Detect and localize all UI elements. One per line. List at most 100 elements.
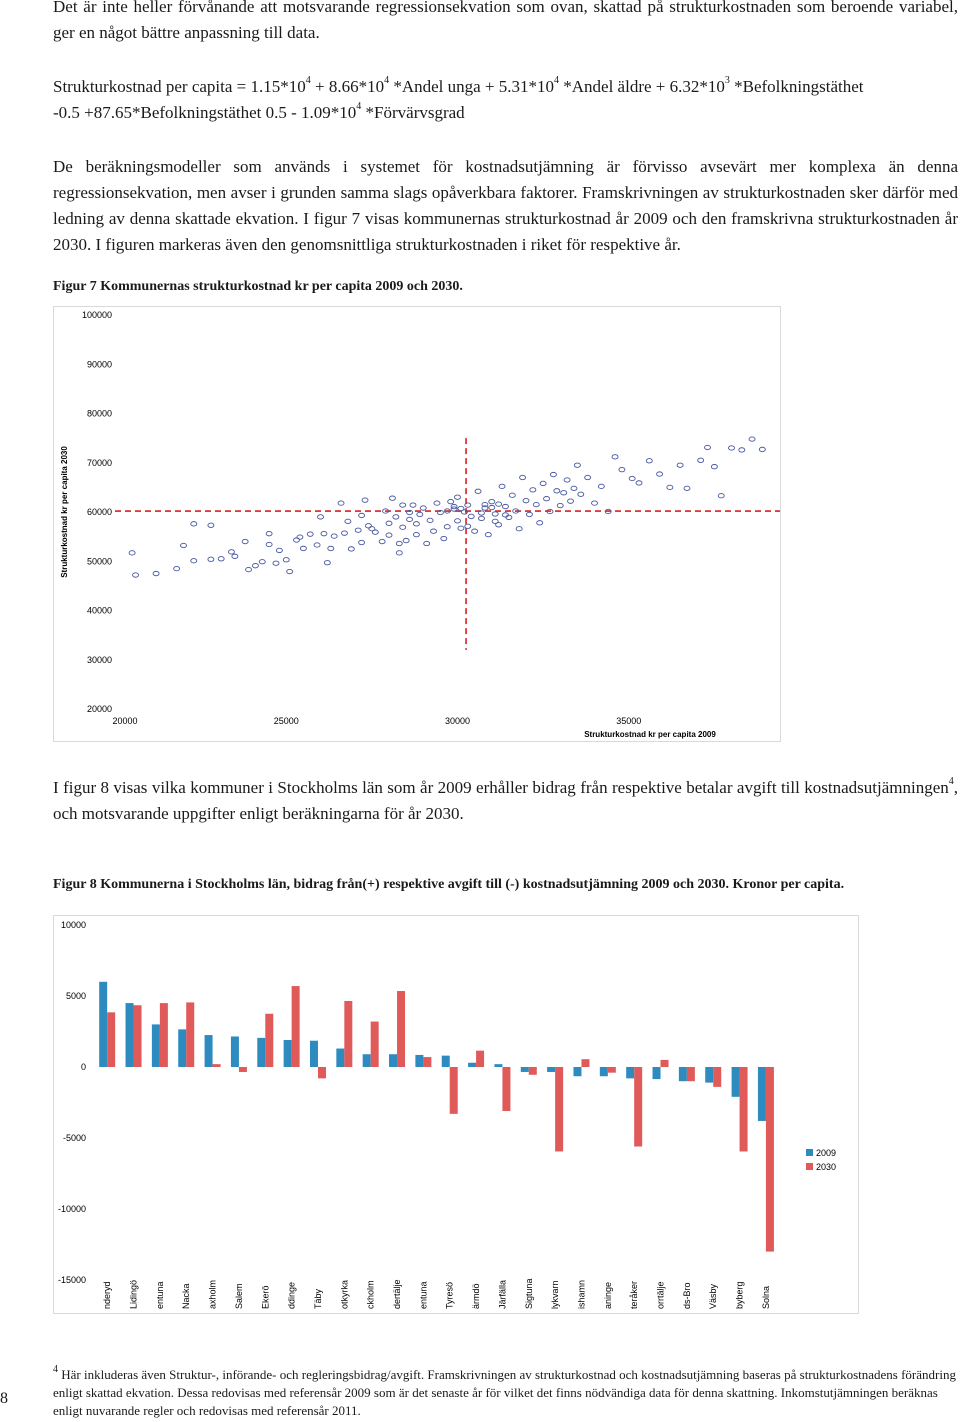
scatter-point — [395, 540, 403, 547]
scatter-point — [365, 523, 372, 529]
scatter-point — [306, 531, 314, 537]
scatter-point — [354, 527, 362, 533]
scatter-point — [553, 488, 561, 494]
category-label: lykvarn — [550, 1280, 560, 1309]
scatter-point — [313, 542, 321, 548]
scatter-point — [457, 525, 465, 531]
category-label: Lidingö — [129, 1280, 139, 1309]
y-tick-label: 100000 — [82, 310, 112, 320]
bar-2030 — [107, 1012, 116, 1067]
bar-2009 — [204, 1035, 213, 1067]
scatter-point — [512, 508, 520, 514]
category-label: ckholm — [366, 1280, 376, 1309]
bar-2009 — [178, 1029, 187, 1067]
category-label: ärmdö — [471, 1283, 481, 1309]
category-label: byberg — [735, 1281, 745, 1309]
scatter-point — [368, 526, 376, 532]
bar-2030 — [555, 1067, 564, 1152]
bar-2030 — [344, 1000, 353, 1067]
scatter-point — [683, 485, 691, 492]
scatter-point — [412, 532, 420, 538]
scatter-point — [549, 471, 557, 478]
scatter-point — [604, 508, 612, 515]
figure-8-chart: 10000 5000 0 -5000 -10000 -15000 nderyd Lidingö… — [53, 915, 859, 1314]
bar-2030 — [212, 1064, 221, 1067]
scatter-point — [491, 511, 499, 517]
scatter-point — [344, 518, 352, 525]
y-tick-label: 50000 — [87, 556, 112, 566]
scatter-point — [563, 477, 571, 483]
scatter-point — [543, 496, 550, 502]
scatter-point — [474, 488, 482, 494]
scatter-point — [546, 508, 554, 515]
scatter-point — [532, 501, 540, 508]
bar-2009 — [626, 1067, 635, 1079]
scatter-point — [406, 516, 413, 523]
scatter-point — [656, 471, 664, 477]
bar-2009 — [652, 1067, 661, 1080]
scatter-point — [447, 499, 455, 505]
x-axis-title: Strukturkostnad kr per capita 2009 — [584, 730, 716, 739]
scatter-point — [498, 483, 506, 490]
y-tick-label: -15000 — [58, 1275, 86, 1285]
scatter-point — [258, 559, 266, 565]
scatter-point — [371, 529, 379, 535]
category-label: Solna — [761, 1286, 771, 1309]
scatter-point — [341, 530, 348, 536]
y-tick-label: -10000 — [58, 1204, 86, 1214]
category-label: ddinge — [287, 1282, 297, 1309]
scatter-point — [217, 556, 225, 562]
bar-2009 — [599, 1067, 608, 1077]
bar-2030 — [186, 1002, 195, 1067]
scatter-point — [385, 520, 393, 526]
category-label: Järfälla — [497, 1280, 507, 1309]
legend-label: 2030 — [816, 1162, 836, 1172]
bar-2030 — [607, 1067, 616, 1073]
bar-2009 — [336, 1048, 345, 1067]
scatter-point — [539, 480, 547, 487]
scatter-point — [491, 518, 499, 525]
scatter-point — [173, 565, 181, 572]
scatter-point — [488, 504, 496, 511]
y-tick-label: 10000 — [61, 920, 86, 930]
scatter-point — [710, 464, 718, 470]
scatter-point — [282, 557, 290, 563]
bar-2009 — [441, 1055, 450, 1067]
scatter-point — [275, 547, 283, 554]
figure-7-chart: 100000 90000 80000 70000 60000 50000 40000 3000… — [53, 306, 781, 742]
scatter-point — [618, 466, 626, 473]
paragraph-models: De beräkningsmodeller som används i syst… — [53, 157, 958, 254]
scatter-point — [450, 503, 458, 510]
scatter-point — [265, 531, 273, 537]
bar-2030 — [370, 1021, 379, 1067]
scatter-point — [388, 495, 396, 501]
y-tick-label: 40000 — [87, 606, 112, 616]
scatter-point — [481, 505, 489, 511]
bar-2030 — [265, 1013, 274, 1067]
bar-2009 — [257, 1037, 266, 1067]
scatter-point — [399, 524, 407, 530]
scatter-point — [519, 474, 527, 481]
scatter-point — [190, 558, 198, 564]
category-label: Nacka — [181, 1283, 191, 1309]
scatter-point — [467, 513, 475, 520]
scatter-point — [556, 502, 564, 509]
scatter-point — [717, 493, 725, 499]
category-label: aninge — [603, 1282, 613, 1309]
bar-2030 — [238, 1067, 247, 1072]
bar-2009 — [468, 1062, 477, 1067]
scatter-point — [529, 487, 537, 493]
x-tick-label: 30000 — [445, 716, 470, 726]
bar-2009 — [99, 981, 108, 1067]
scatter-point — [495, 522, 503, 528]
scatter-point — [495, 501, 503, 507]
category-label: Väsby — [708, 1283, 718, 1309]
scatter-point — [299, 545, 307, 552]
category-label: Täby — [313, 1288, 323, 1309]
bar-2030 — [634, 1067, 643, 1147]
bar-2030 — [476, 1050, 485, 1067]
bar-2009 — [757, 1067, 766, 1121]
category-label: Tyresö — [445, 1282, 455, 1309]
bar-2030 — [739, 1067, 748, 1152]
bar-2030 — [581, 1059, 590, 1067]
